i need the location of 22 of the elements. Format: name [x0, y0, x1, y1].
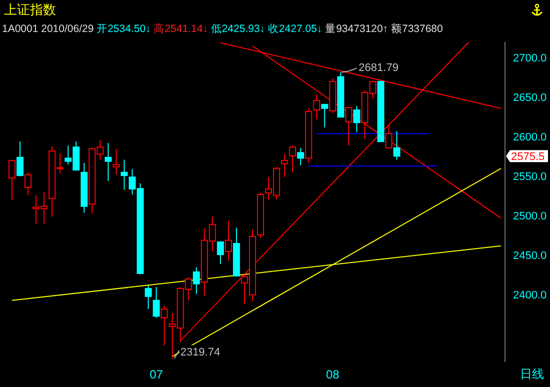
y-tick-label: 2650.0 — [513, 92, 547, 104]
candlestick — [120, 159, 128, 190]
y-tick-label: 2550.0 — [513, 171, 547, 184]
candlestick — [152, 286, 160, 318]
candlestick — [313, 94, 320, 120]
y-tick-label: 2500.0 — [513, 210, 547, 223]
x-tick-label: 07 — [150, 368, 164, 382]
y-tick-label: 2400.0 — [513, 290, 547, 302]
chart-title: 上证指数 — [4, 2, 56, 17]
x-tick-label: 08 — [326, 368, 340, 382]
candlestick — [192, 266, 200, 295]
y-tick-label: 2450.0 — [513, 250, 547, 262]
text: 日线 — [520, 367, 544, 381]
chart-subtitle: 1A0001 2010/06/29 开2534.50↓ 高2541.14↓ 低2425.93↓ 收2427.05↓ 量93473120↑ 额7337680 — [2, 22, 444, 35]
candlestick — [104, 142, 112, 182]
y-tick-label: 2600.0 — [513, 132, 547, 144]
candlestick — [281, 154, 288, 178]
text: 2575.5 — [511, 151, 545, 164]
candlestick — [224, 220, 232, 262]
annotation: 2319.74 — [180, 346, 220, 358]
annotation: 2681.79 — [358, 62, 398, 74]
y-tick-label: 2700.0 — [513, 52, 547, 65]
